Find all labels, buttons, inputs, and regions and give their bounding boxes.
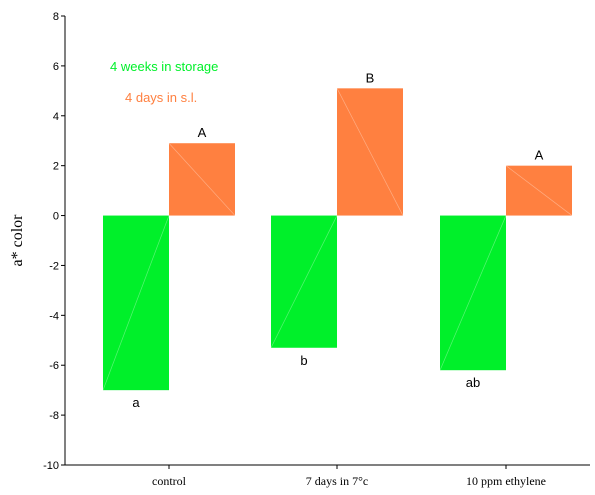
y-tick-label: -6 — [49, 360, 59, 372]
y-tick-label: 2 — [53, 161, 59, 173]
bar-sheen — [270, 215, 338, 348]
significance-label: A — [535, 148, 544, 163]
bar-sheen — [102, 215, 170, 391]
legend: 4 weeks in storage 4 days in s.l. — [110, 59, 218, 105]
category-label: 10 ppm ethylene — [466, 474, 546, 488]
y-tick-label: -2 — [49, 260, 59, 272]
category-label: control — [152, 474, 187, 488]
significance-label: A — [198, 125, 207, 140]
legend-entry-storage: 4 weeks in storage — [110, 59, 218, 74]
bar-storage-0 — [103, 215, 169, 391]
significance-label: b — [300, 353, 307, 368]
y-tick-label: 8 — [53, 11, 59, 23]
y-tick-label: -4 — [49, 310, 59, 322]
bar-sheen — [505, 165, 573, 216]
bar-shelf-life-0 — [169, 143, 235, 216]
bar-shelf-life-1 — [337, 88, 403, 216]
significance-label: B — [366, 70, 375, 85]
category-labels: control 7 days in 7°c 10 ppm ethylene — [152, 465, 546, 488]
axes-layer — [64, 16, 590, 466]
y-axis-title: a* color — [9, 214, 26, 267]
significance-label: ab — [466, 375, 480, 390]
bar-sheen — [336, 88, 404, 216]
y-tick-label: 4 — [53, 111, 59, 123]
y-tick-label: -8 — [49, 410, 59, 422]
y-tick-label: -10 — [43, 460, 59, 472]
y-tick-label: 6 — [53, 61, 59, 73]
y-tick-label: 0 — [53, 211, 59, 223]
bar-storage-2 — [440, 215, 506, 371]
significance-label: a — [132, 395, 140, 410]
bar-sheen — [168, 142, 236, 216]
bars-layer — [102, 88, 573, 391]
bar-shelf-life-2 — [506, 165, 572, 216]
bar-sheen — [439, 215, 507, 371]
y-ticks: -10 -8 -6 -4 -2 0 2 4 6 8 — [43, 11, 65, 472]
legend-entry-shelf-life: 4 days in s.l. — [125, 90, 197, 105]
significance-labels: a Ab Bab A — [132, 70, 543, 410]
bar-storage-1 — [271, 215, 337, 348]
category-label: 7 days in 7°c — [306, 474, 368, 488]
